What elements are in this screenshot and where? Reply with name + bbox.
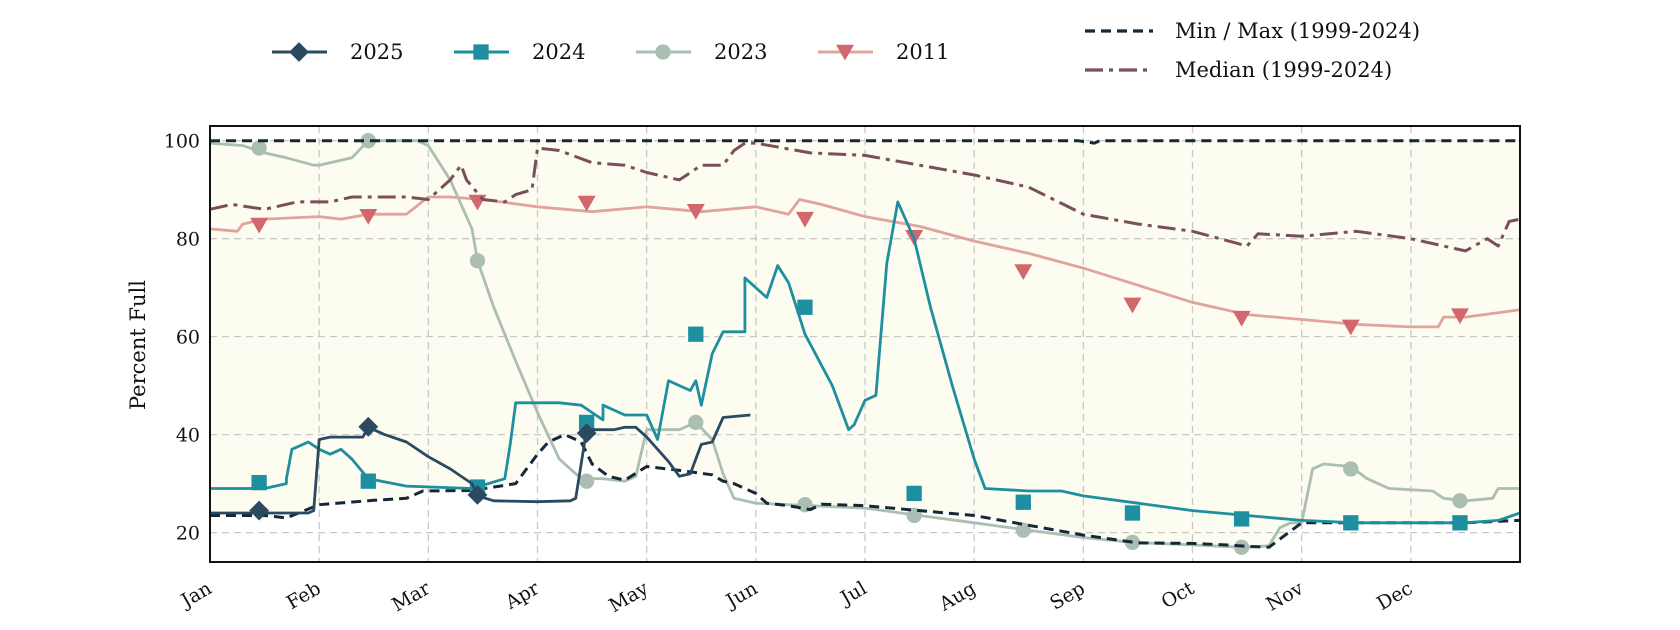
data-point-2024 (688, 326, 704, 342)
legend-entry-median: Median (1999-2024) (1085, 58, 1392, 82)
series-min (210, 433, 1521, 549)
y-tick-label: 20 (176, 523, 200, 545)
legend-entry-2024: 2024 (454, 40, 585, 64)
legend-entry-max: Min / Max (1999-2024) (1085, 19, 1420, 43)
data-point-2024 (1124, 505, 1141, 521)
data-point-2023 (1452, 493, 1468, 509)
data-point-2025 (467, 484, 488, 505)
data-point-2024 (1452, 515, 1468, 531)
data-point-2024 (360, 473, 376, 489)
legend-label: 2011 (896, 40, 949, 64)
data-point-2011 (686, 204, 705, 220)
series-max (210, 139, 1520, 145)
series-2025 (210, 413, 751, 521)
series-line-median (209, 141, 1521, 253)
legend-marker (836, 44, 854, 61)
data-point-2024 (1343, 515, 1359, 531)
data-point-2025 (249, 500, 270, 521)
data-point-2023 (469, 253, 486, 269)
legend-entry-2011: 2011 (818, 40, 949, 64)
legend-marker (289, 42, 309, 62)
data-point-2011 (795, 211, 814, 228)
series-median (209, 141, 1521, 253)
legend-label: 2025 (350, 40, 403, 64)
y-tick-label: 100 (164, 131, 200, 153)
legend-entry-2023: 2023 (636, 40, 767, 64)
data-point-2025 (576, 423, 597, 444)
data-point-2024 (578, 414, 595, 431)
legend-label: 2024 (532, 40, 585, 64)
plot-frame (209, 125, 1521, 563)
data-point-2023 (251, 140, 267, 156)
legend-label: 2023 (714, 40, 767, 64)
y-tick-label: 40 (176, 425, 200, 447)
data-point-2011 (577, 195, 596, 212)
legend-marker (655, 44, 671, 60)
data-point-2023 (1015, 522, 1031, 538)
data-point-2023 (578, 473, 595, 489)
data-point-2024 (1233, 511, 1250, 527)
series-line-max (210, 139, 1520, 145)
data-point-2011 (1341, 319, 1360, 336)
legend-marker (473, 44, 489, 60)
y-tick-label: 60 (176, 327, 200, 349)
series-line-2025 (210, 413, 751, 515)
data-point-2011 (1123, 297, 1142, 314)
data-point-2025 (358, 416, 379, 437)
data-point-2024 (906, 485, 922, 502)
legend: 2025 2024 2023 2011 Min / Max (1999-2024) Med… (272, 19, 1420, 82)
series-line-min (210, 433, 1521, 549)
data-point-2024 (797, 299, 813, 315)
legend-entry-2025: 2025 (272, 40, 403, 64)
legend-label: Min / Max (1999-2024) (1175, 19, 1420, 43)
data-point-2024 (251, 474, 267, 491)
series-layer (209, 133, 1521, 555)
data-point-2011 (250, 217, 269, 234)
data-point-2023 (688, 414, 704, 431)
data-point-2011 (1232, 310, 1251, 327)
y-tick-label: 80 (176, 229, 200, 251)
data-point-2023 (360, 133, 376, 149)
y-axis-title: Percent Full (126, 280, 150, 410)
grid-layer (210, 126, 1520, 562)
data-point-2024 (1015, 494, 1031, 510)
data-point-2011 (359, 208, 378, 225)
data-point-2023 (1343, 461, 1359, 477)
legend-label: Median (1999-2024) (1175, 58, 1392, 82)
series-line-2011 (209, 195, 1521, 329)
data-point-2011 (1450, 308, 1469, 325)
data-point-2011 (1014, 264, 1033, 281)
